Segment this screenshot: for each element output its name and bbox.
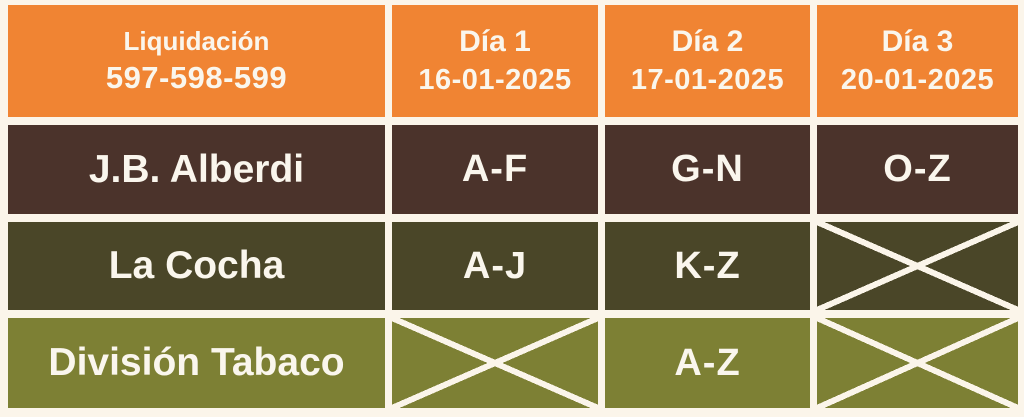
- row-label-la-cocha: La Cocha: [8, 222, 385, 310]
- cell-value: A-Z: [674, 341, 741, 384]
- cell-division-tabaco-dia2: A-Z: [605, 318, 810, 408]
- header-dia-1: Día 1 16-01-2025: [392, 5, 598, 117]
- header-dia-2: Día 2 17-01-2025: [605, 5, 810, 117]
- liquidacion-numbers: 597-598-599: [105, 59, 288, 95]
- dia-3-label: Día 3: [881, 25, 954, 59]
- row-label-text: J.B. Alberdi: [88, 147, 305, 191]
- cell-jb-alberdi-dia2: G-N: [605, 125, 810, 214]
- cell-value: K-Z: [674, 244, 741, 287]
- row-label-jb-alberdi: J.B. Alberdi: [8, 125, 385, 214]
- cell-la-cocha-dia3: [817, 222, 1018, 310]
- row-label-text: División Tabaco: [48, 341, 345, 384]
- x-mark-icon: [817, 318, 1018, 408]
- row-label-division-tabaco: División Tabaco: [8, 318, 385, 408]
- cell-jb-alberdi-dia1: A-F: [392, 125, 598, 214]
- dia-2-label: Día 2: [671, 25, 744, 59]
- cell-division-tabaco-dia3: [817, 318, 1018, 408]
- header-dia-3: Día 3 20-01-2025: [817, 5, 1018, 117]
- cell-value: A-F: [461, 148, 529, 190]
- liquidacion-title: Liquidación: [123, 25, 270, 56]
- row-label-text: La Cocha: [108, 244, 285, 287]
- cell-jb-alberdi-dia3: O-Z: [817, 125, 1018, 214]
- dia-1-label: Día 1: [459, 25, 531, 59]
- cell-division-tabaco-dia1: [392, 318, 598, 408]
- cell-la-cocha-dia1: A-J: [392, 222, 598, 310]
- dia-3-date: 20-01-2025: [840, 63, 995, 96]
- cell-la-cocha-dia2: K-Z: [605, 222, 810, 310]
- cell-value: O-Z: [883, 148, 952, 190]
- dia-1-date: 16-01-2025: [418, 63, 572, 96]
- x-mark-icon: [817, 222, 1018, 310]
- cell-value: A-J: [462, 244, 528, 287]
- dia-2-date: 17-01-2025: [630, 63, 785, 96]
- cell-value: G-N: [671, 148, 744, 190]
- header-liquidacion: Liquidación 597-598-599: [8, 5, 385, 117]
- x-mark-icon: [392, 318, 598, 408]
